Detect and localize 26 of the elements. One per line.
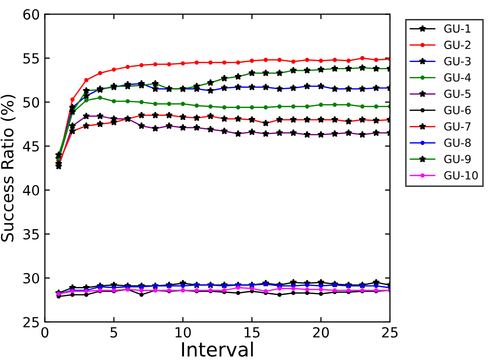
- legend-label: GU-8: [444, 138, 471, 147]
- y-tick-label: 50: [23, 97, 40, 108]
- y-axis-title: Success Ratio (%): [0, 94, 16, 242]
- legend-label: GU-4: [444, 73, 471, 82]
- legend-label: GU-5: [444, 90, 470, 98]
- legend-label: GU-1: [444, 24, 470, 33]
- legend-label: GU-6: [444, 106, 471, 114]
- y-tick-label: 45: [23, 141, 39, 152]
- x-tick-label: 25: [382, 327, 398, 338]
- x-tick-label: 15: [244, 327, 260, 338]
- x-tick-label: 10: [176, 327, 191, 338]
- legend-label: GU-9: [444, 154, 471, 164]
- y-tick-label: 25: [23, 316, 39, 328]
- y-tick-label: 55: [23, 53, 39, 64]
- y-tick-label: 40: [23, 185, 40, 196]
- legend-label: GU-7: [444, 122, 471, 131]
- y-tick-label: 60: [23, 9, 40, 20]
- y-tick-label: 30: [23, 272, 40, 284]
- legend-label: GU-3: [444, 56, 471, 66]
- x-tick-label: 20: [313, 327, 329, 338]
- x-tick-label: 0: [41, 327, 48, 338]
- x-tick-label: 5: [110, 327, 118, 338]
- y-tick-label: 35: [23, 229, 39, 240]
- x-axis-title: Interval: [182, 342, 253, 357]
- legend-label: GU-10: [444, 171, 478, 180]
- legend-label: GU-2: [444, 40, 470, 50]
